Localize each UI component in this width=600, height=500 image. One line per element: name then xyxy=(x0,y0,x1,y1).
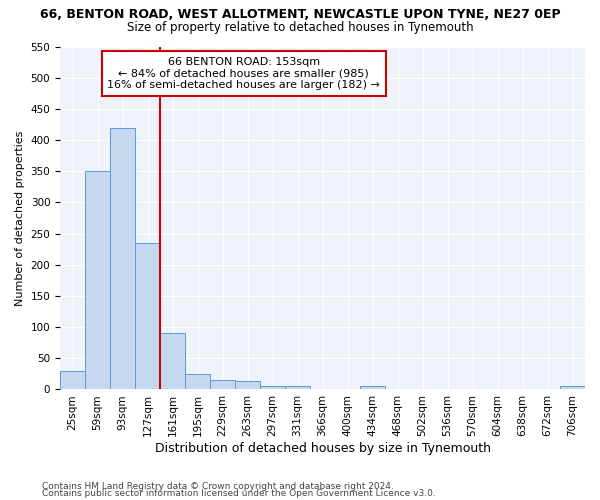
Bar xyxy=(135,243,160,390)
Bar xyxy=(285,386,310,390)
Text: 66 BENTON ROAD: 153sqm
← 84% of detached houses are smaller (985)
16% of semi-de: 66 BENTON ROAD: 153sqm ← 84% of detached… xyxy=(107,57,380,90)
Text: Contains HM Land Registry data © Crown copyright and database right 2024.: Contains HM Land Registry data © Crown c… xyxy=(42,482,394,491)
Text: Contains public sector information licensed under the Open Government Licence v3: Contains public sector information licen… xyxy=(42,489,436,498)
Bar xyxy=(185,374,210,390)
Bar xyxy=(210,380,235,390)
Text: 66, BENTON ROAD, WEST ALLOTMENT, NEWCASTLE UPON TYNE, NE27 0EP: 66, BENTON ROAD, WEST ALLOTMENT, NEWCAST… xyxy=(40,8,560,20)
Bar xyxy=(85,171,110,390)
X-axis label: Distribution of detached houses by size in Tynemouth: Distribution of detached houses by size … xyxy=(155,442,491,455)
Bar xyxy=(560,386,585,390)
Text: Size of property relative to detached houses in Tynemouth: Size of property relative to detached ho… xyxy=(127,21,473,34)
Bar xyxy=(235,382,260,390)
Bar xyxy=(160,334,185,390)
Bar xyxy=(360,386,385,390)
Y-axis label: Number of detached properties: Number of detached properties xyxy=(15,130,25,306)
Bar xyxy=(60,371,85,390)
Bar xyxy=(110,128,135,390)
Bar xyxy=(260,386,285,390)
